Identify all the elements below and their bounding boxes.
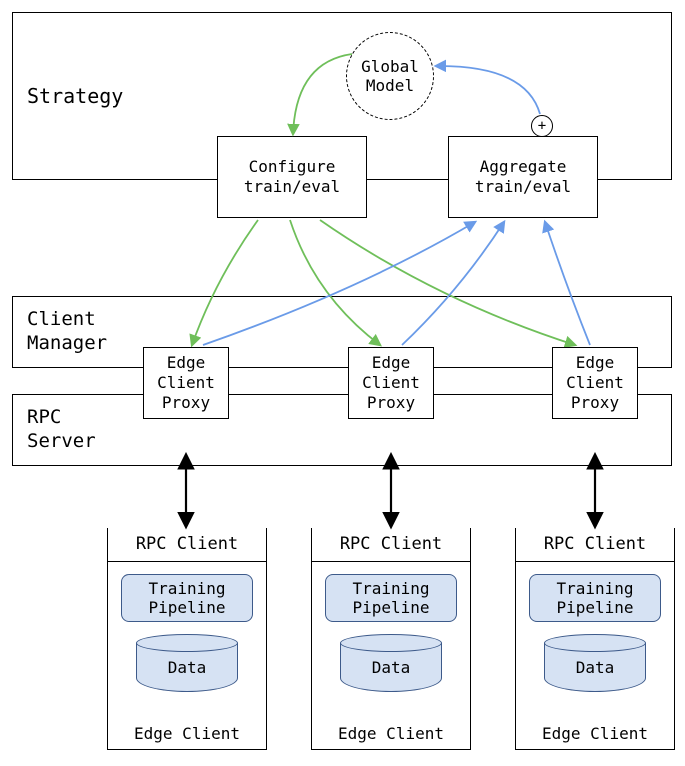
rpc-client-2: RPC Client bbox=[311, 528, 471, 562]
global-model-label: Global Model bbox=[347, 57, 433, 95]
rpc-client-1: RPC Client bbox=[107, 528, 267, 562]
data-cylinder-2: Data bbox=[340, 634, 442, 692]
strategy-label: Strategy bbox=[27, 84, 123, 109]
data-cylinder-3: Data bbox=[544, 634, 646, 692]
training-pipeline-2-label: Training Pipeline bbox=[326, 579, 456, 617]
edge-proxy-3: Edge Client Proxy bbox=[552, 347, 638, 419]
rpc-client-3: RPC Client bbox=[515, 528, 675, 562]
training-pipeline-3-label: Training Pipeline bbox=[530, 579, 660, 617]
edge-proxy-2-label: Edge Client Proxy bbox=[349, 353, 433, 413]
edge-client-1-label: Edge Client bbox=[107, 724, 267, 743]
client-manager-label: Client Manager bbox=[27, 308, 107, 356]
training-pipeline-2: Training Pipeline bbox=[325, 574, 457, 622]
data-cylinder-1: Data bbox=[136, 634, 238, 692]
data-1-label: Data bbox=[168, 658, 207, 677]
plus-label: + bbox=[538, 119, 546, 133]
rpc-client-1-label: RPC Client bbox=[136, 534, 238, 555]
edge-proxy-1-label: Edge Client Proxy bbox=[144, 353, 228, 413]
data-3-label: Data bbox=[576, 658, 615, 677]
aggregate-node: Aggregate train/eval bbox=[448, 136, 598, 218]
edge-proxy-1: Edge Client Proxy bbox=[143, 347, 229, 419]
rpc-server-label: RPC Server bbox=[27, 406, 96, 454]
edge-proxy-2: Edge Client Proxy bbox=[348, 347, 434, 419]
training-pipeline-1: Training Pipeline bbox=[121, 574, 253, 622]
plus-icon: + bbox=[531, 115, 553, 137]
rpc-client-2-label: RPC Client bbox=[340, 534, 442, 555]
edge-proxy-3-label: Edge Client Proxy bbox=[553, 353, 637, 413]
global-model-node: Global Model bbox=[346, 32, 434, 120]
aggregate-label: Aggregate train/eval bbox=[449, 157, 597, 197]
edge-client-2-label: Edge Client bbox=[311, 724, 471, 743]
configure-label: Configure train/eval bbox=[218, 157, 366, 197]
configure-node: Configure train/eval bbox=[217, 136, 367, 218]
training-pipeline-1-label: Training Pipeline bbox=[122, 579, 252, 617]
training-pipeline-3: Training Pipeline bbox=[529, 574, 661, 622]
edge-client-3-label: Edge Client bbox=[515, 724, 675, 743]
rpc-client-3-label: RPC Client bbox=[544, 534, 646, 555]
data-2-label: Data bbox=[372, 658, 411, 677]
